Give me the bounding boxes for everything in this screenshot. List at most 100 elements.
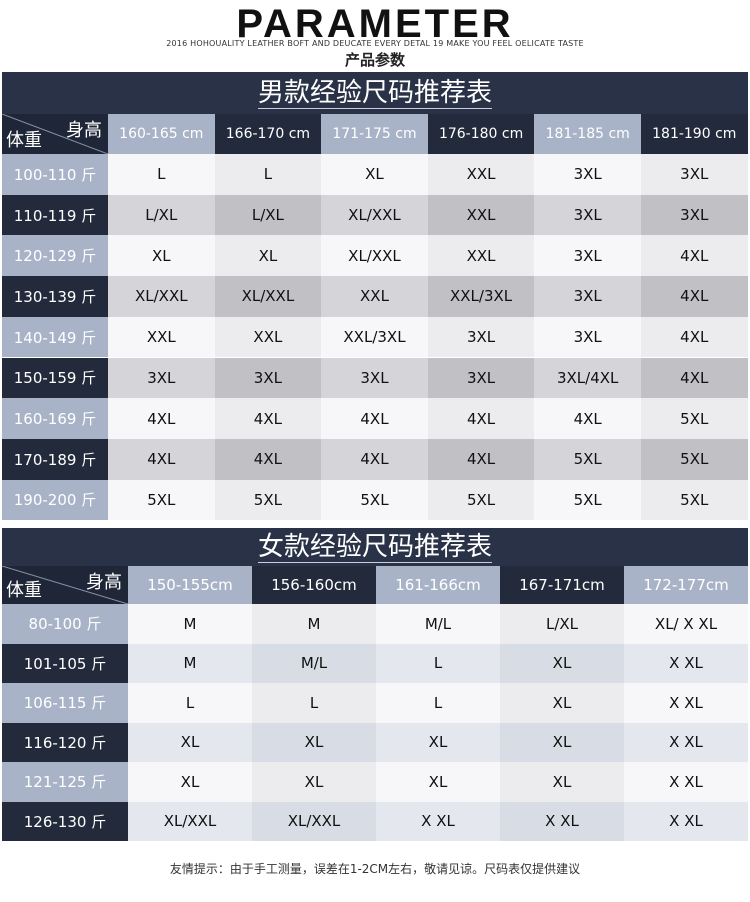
men-size-cell: 4XL [108, 438, 215, 480]
men-size-cell: 3XL [534, 276, 641, 317]
women-size-cell: X XL [624, 683, 748, 723]
men-size-cell: 3XL [534, 194, 641, 236]
women-size-cell: XL [500, 722, 624, 762]
men-size-cell: 4XL [640, 357, 748, 399]
men-size-cell: 4XL [534, 398, 641, 439]
men-table-row: 100-110 斤 L L XL XXL 3XL 3XL [2, 154, 748, 195]
women-size-cell: X XL [376, 801, 500, 841]
men-size-cell: XL [321, 154, 428, 195]
women-size-cell: XL/XXL [128, 801, 252, 841]
women-size-cell: L [128, 683, 252, 723]
women-size-cell: XL [500, 683, 624, 723]
men-corner-diagonal [2, 114, 108, 154]
men-size-cell: 4XL [427, 398, 535, 439]
men-size-cell: 3XL [108, 357, 215, 399]
men-size-cell: L [108, 154, 215, 195]
men-size-cell: 4XL [214, 438, 322, 480]
men-size-cell: 4XL [640, 316, 748, 358]
men-weight-label: 100-110 斤 [2, 154, 108, 195]
women-corner-diagonal [2, 566, 128, 604]
men-size-cell: 3XL [214, 357, 322, 399]
men-size-cell: 5XL [640, 438, 748, 480]
women-size-cell: XL/ X XL [624, 604, 748, 644]
men-size-cell: 5XL [214, 479, 322, 521]
page-header: PARAMETER 2016 HOHOUALITY LEATHER BOFT A… [0, 0, 750, 72]
men-size-cell: 4XL [108, 398, 215, 439]
men-size-cell: 5XL [640, 398, 748, 439]
men-size-cell: XXL [427, 194, 535, 236]
women-weight-label: 121-125 斤 [2, 762, 128, 802]
women-size-cell: L [376, 643, 500, 683]
women-column-header: 156-160cm [252, 566, 376, 604]
men-size-cell: XXL [321, 276, 428, 317]
men-size-cell: L/XL [214, 194, 322, 236]
men-size-cell: XL/XXL [321, 235, 428, 277]
brand-tagline: 2016 HOHOUALITY LEATHER BOFT AND DEUCATE… [166, 39, 584, 48]
women-size-cell: X XL [624, 643, 748, 683]
women-column-header: 161-166cm [376, 566, 500, 604]
men-size-cell: XXL [427, 154, 535, 195]
women-size-cell: XL/XXL [252, 801, 376, 841]
men-size-cell: 4XL [321, 398, 428, 439]
men-size-cell: 5XL [534, 479, 641, 521]
men-size-cell: XL/XXL [108, 276, 215, 317]
women-table-row: 106-115 斤 L L L XL X XL [2, 683, 748, 723]
women-weight-label: 106-115 斤 [2, 683, 128, 723]
women-size-cell: X XL [500, 801, 624, 841]
men-size-cell: XL/XXL [214, 276, 322, 317]
women-column-header: 150-155cm [128, 566, 252, 604]
men-weight-label: 120-129 斤 [2, 235, 108, 277]
men-size-cell: 3XL [640, 154, 748, 195]
men-weight-label: 140-149 斤 [2, 316, 108, 358]
women-table-row: 121-125 斤 XL XL XL XL X XL [2, 762, 748, 802]
men-weight-label: 170-189 斤 [2, 438, 108, 480]
men-size-cell: XXL [214, 316, 322, 358]
brand-title: PARAMETER [236, 2, 514, 46]
women-size-cell: XL [500, 762, 624, 802]
men-weight-label: 130-139 斤 [2, 276, 108, 317]
women-size-cell: X XL [624, 801, 748, 841]
men-size-table: 男款经验尺码推荐表 身高 体重 160-165 cm 166-170 cm 171-17… [2, 72, 748, 521]
men-size-cell: XXL/3XL [427, 276, 535, 317]
men-table-row: 150-159 斤 3XL 3XL 3XL 3XL 3XL/4XL 4XL [2, 357, 748, 399]
men-size-cell: 3XL [427, 357, 535, 399]
women-size-cell: XL [252, 722, 376, 762]
men-column-header: 160-165 cm [108, 114, 215, 154]
women-size-cell: XL [252, 762, 376, 802]
men-column-header: 176-180 cm [427, 114, 535, 154]
men-size-cell: 5XL [427, 479, 535, 521]
women-corner-cell: 身高 体重 [2, 566, 128, 604]
men-column-header: 181-190 cm [640, 114, 748, 154]
women-size-table: 女款经验尺码推荐表 身高 体重 150-155cm 156-160cm 161-166c… [2, 528, 748, 841]
men-table-row: 160-169 斤 4XL 4XL 4XL 4XL 4XL 5XL [2, 398, 748, 439]
men-weight-label: 190-200 斤 [2, 479, 108, 521]
men-size-cell: 5XL [321, 479, 428, 521]
men-size-cell: 4XL [321, 438, 428, 480]
women-size-cell: L [376, 683, 500, 723]
women-size-cell: XL [128, 722, 252, 762]
women-weight-label: 126-130 斤 [2, 801, 128, 841]
men-size-cell: 5XL [534, 438, 641, 480]
men-size-cell: XXL [108, 316, 215, 358]
men-weight-label: 160-169 斤 [2, 398, 108, 439]
women-size-cell: L/XL [500, 604, 624, 644]
women-table-title: 女款经验尺码推荐表 [2, 528, 748, 566]
men-table-row: 170-189 斤 4XL 4XL 4XL 4XL 5XL 5XL [2, 438, 748, 480]
men-table-row: 120-129 斤 XL XL XL/XXL XXL 3XL 4XL [2, 235, 748, 277]
women-size-cell: M/L [252, 643, 376, 683]
women-weight-label: 80-100 斤 [2, 604, 128, 644]
men-size-cell: 3XL [534, 235, 641, 277]
women-size-cell: M/L [376, 604, 500, 644]
women-size-cell: M [128, 643, 252, 683]
men-size-cell: 4XL [640, 235, 748, 277]
women-size-cell: X XL [624, 762, 748, 802]
men-size-cell: 3XL [534, 154, 641, 195]
men-table-row: 190-200 斤 5XL 5XL 5XL 5XL 5XL 5XL [2, 479, 748, 521]
men-weight-label: 150-159 斤 [2, 357, 108, 399]
women-size-cell: X XL [624, 722, 748, 762]
men-size-cell: XXL/3XL [321, 316, 428, 358]
women-table-row: 80-100 斤 M M M/L L/XL XL/ X XL [2, 604, 748, 644]
men-column-header: 181-185 cm [534, 114, 641, 154]
men-size-cell: XXL [427, 235, 535, 277]
women-size-cell: M [128, 604, 252, 644]
